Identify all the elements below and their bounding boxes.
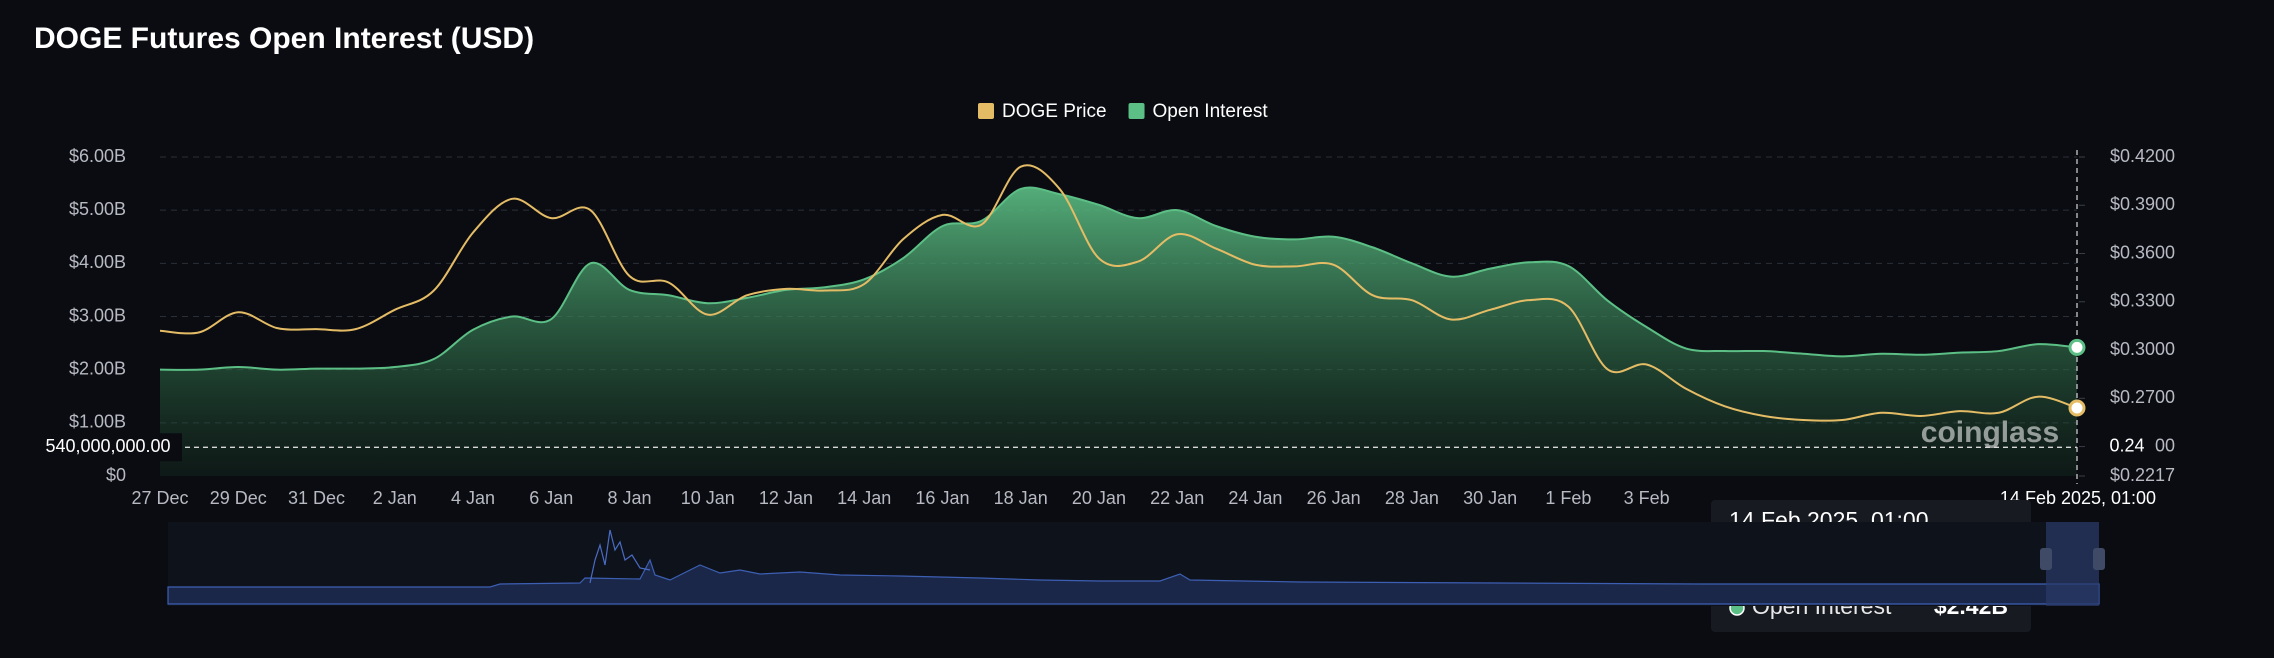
- line: [159, 186, 2078, 371]
- navigator-window[interactable]: [2046, 522, 2099, 606]
- x-tick-label: 24 Jan: [1228, 488, 1282, 508]
- highlight-point: [2068, 399, 2086, 417]
- legend-swatch: [978, 103, 994, 119]
- x-tick-label: 30 Jan: [1463, 488, 1517, 508]
- watermark: coinglass: [1921, 416, 2059, 449]
- y-tick-label: $3.00B: [69, 305, 126, 325]
- y-tick-label: $0: [106, 465, 126, 485]
- line: [159, 164, 2078, 422]
- highlight-point: [2068, 338, 2086, 356]
- x-tick-label: 18 Jan: [994, 488, 1048, 508]
- x-tick-label: 28 Jan: [1385, 488, 1439, 508]
- crosshair-x-label: 14 Feb 2025, 01:00: [2000, 488, 2156, 508]
- legend-label: DOGE Price: [1002, 101, 1107, 122]
- crosshair-y2-label-bg: [2099, 432, 2155, 461]
- x-tick-label: 4 Jan: [451, 488, 495, 508]
- legend-label: Open Interest: [1153, 101, 1269, 122]
- x-tick-label: 31 Dec: [288, 488, 345, 508]
- y2-tick-label: $0.3600: [2110, 242, 2175, 262]
- x-tick-label: 12 Jan: [759, 488, 813, 508]
- x-tick-label: 8 Jan: [607, 488, 651, 508]
- legend-swatch: [1128, 103, 1145, 119]
- crosshair-y-label-bg: [34, 433, 182, 462]
- y2-tick-label: $0.2700: [2110, 387, 2175, 407]
- y-tick-label: $5.00B: [69, 199, 126, 219]
- x-tick-label: 27 Dec: [131, 488, 188, 508]
- navigator-handle[interactable]: [2093, 548, 2105, 570]
- y2-tick-label: $0.3300: [2110, 291, 2175, 311]
- y-tick-label: $2.00B: [69, 358, 126, 378]
- y-tick-label: $6.00B: [69, 146, 126, 166]
- x-tick-label: 22 Jan: [1150, 488, 1204, 508]
- x-tick-label: 2 Jan: [373, 488, 417, 508]
- chart-title: DOGE Futures Open Interest (USD): [34, 22, 534, 55]
- navigator-handle[interactable]: [2040, 548, 2052, 570]
- legend: DOGE Price Open Interest: [978, 101, 1268, 122]
- crosshair-y2-label: 0.24: [2109, 435, 2144, 455]
- area: [160, 187, 2077, 476]
- y-tick-label: $4.00B: [69, 252, 126, 272]
- x-tick-label: 20 Jan: [1072, 488, 1126, 508]
- x-tick-label: 10 Jan: [681, 488, 735, 508]
- x-tick-label: 3 Feb: [1624, 488, 1670, 508]
- y2-tick-label: $0.3000: [2110, 339, 2175, 359]
- x-tick-label: 26 Jan: [1307, 488, 1361, 508]
- y2-tick-label: $0.4200: [2110, 146, 2175, 166]
- x-tick-label: 1 Feb: [1545, 488, 1591, 508]
- x-tick-label: 14 Jan: [837, 488, 891, 508]
- x-tick-label: 6 Jan: [529, 488, 573, 508]
- crosshair-y-label: 540,000,000.00: [45, 436, 170, 456]
- y2-tick-label: $0.3900: [2110, 194, 2175, 214]
- y-tick-label: $1.00B: [69, 412, 126, 432]
- y2-tick-label: $0.2217: [2110, 465, 2175, 485]
- x-tick-label: 16 Jan: [915, 488, 969, 508]
- x-tick-label: 29 Dec: [210, 488, 267, 508]
- navigator-area: [167, 558, 2100, 605]
- navigator: [167, 522, 2105, 606]
- navigator-spike: [589, 529, 651, 584]
